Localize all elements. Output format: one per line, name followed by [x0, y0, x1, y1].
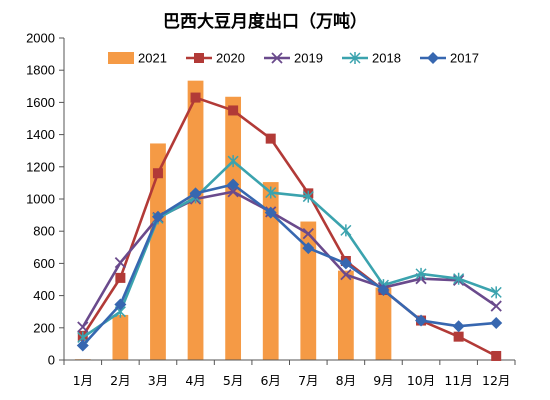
point-2017-3月	[151, 210, 164, 223]
y-tick-label-1200: 1200	[26, 159, 55, 174]
legend-item-2018: 2018	[342, 51, 401, 66]
legend-item-2021: 2021	[108, 51, 167, 66]
legend-label-2018: 2018	[372, 51, 401, 66]
point-2020-2月	[115, 272, 126, 283]
y-tick-label-800: 800	[33, 224, 55, 239]
bar-2021-7月	[300, 221, 317, 360]
point-2019-12月	[490, 300, 502, 312]
y-tick-label-200: 200	[33, 320, 55, 335]
y-tick-label-400: 400	[33, 288, 55, 303]
point-2020-6月	[265, 133, 276, 144]
y-tick-label-1400: 1400	[26, 127, 55, 142]
y-tick-label-2000: 2000	[26, 31, 55, 46]
x-tick-label-7月: 7月	[298, 373, 318, 388]
point-2019-8月	[340, 269, 352, 281]
point-2020-5月	[228, 105, 239, 116]
point-2017-6月	[264, 206, 277, 219]
x-tick-label-3月: 3月	[148, 373, 168, 388]
series-2017	[76, 178, 503, 352]
point-2017-11月	[452, 320, 465, 333]
axes-layer: 0 200 400 600 800 1000 1200 1400 1600 1800 2000 1月 2…	[26, 31, 516, 388]
point-2017-9月	[377, 283, 390, 296]
x-tick-label-12月: 12月	[482, 373, 510, 388]
point-2017-4月	[189, 187, 202, 200]
legend-label-2019: 2019	[294, 51, 323, 66]
point-2017-7月	[302, 242, 315, 255]
line-2019	[81, 190, 497, 328]
legend-marker-2017	[427, 52, 439, 64]
legend-item-2020: 2020	[186, 51, 245, 66]
chart-title: 巴西大豆月度出口（万吨）	[163, 11, 367, 32]
point-2018-6月	[265, 186, 277, 199]
y-tick-label-1000: 1000	[26, 192, 55, 207]
point-2019-2月	[114, 256, 127, 269]
bars-layer	[74, 80, 392, 361]
legend-label-2020: 2020	[216, 51, 245, 66]
point-2018-12月	[490, 286, 502, 299]
legend-label-2017: 2017	[450, 51, 479, 66]
point-2018-5月	[227, 155, 239, 168]
y-tick-label-0: 0	[48, 353, 55, 368]
x-tick-label-9月: 9月	[373, 373, 393, 388]
point-2017-1月	[76, 339, 89, 352]
y-tick-label-1600: 1600	[26, 95, 55, 110]
x-tick-label-8月: 8月	[336, 373, 356, 388]
legend-marker-2019	[271, 52, 283, 64]
legend-swatch-2021	[108, 52, 134, 64]
y-tick-label-1800: 1800	[26, 63, 55, 78]
x-tick-label-1月: 1月	[73, 373, 93, 388]
series-2018	[77, 155, 502, 344]
point-2018-10月	[415, 267, 427, 280]
bar-2021-4月	[187, 80, 204, 360]
point-2019-1月	[77, 321, 89, 333]
bar-2021-8月	[337, 270, 354, 360]
legend-marker-2020	[194, 53, 204, 63]
bar-2021-3月	[150, 143, 166, 360]
x-tick-label-4月: 4月	[185, 373, 205, 388]
x-tick-label-10月: 10月	[407, 373, 435, 388]
point-2017-12月	[490, 316, 503, 329]
legend: 2021 2020 2019 2018 2017	[108, 51, 479, 66]
point-2020-4月	[190, 92, 201, 103]
line-2020	[81, 96, 497, 358]
series-2020	[77, 92, 502, 361]
bar-2021-5月	[225, 96, 242, 360]
bar-2021-9月	[375, 287, 392, 360]
point-2018-8月	[340, 224, 352, 237]
point-2018-11月	[453, 272, 465, 285]
legend-label-2021: 2021	[138, 51, 167, 66]
point-2017-8月	[339, 257, 352, 270]
y-tick-label-600: 600	[33, 256, 55, 271]
legend-item-2019: 2019	[264, 51, 323, 66]
bar-2021-2月	[112, 314, 129, 360]
x-tick-label-5月: 5月	[223, 373, 243, 388]
point-2020-11月	[453, 331, 464, 342]
point-2017-10月	[415, 314, 428, 327]
x-tick-label-11月: 11月	[444, 373, 472, 388]
point-2017-2月	[114, 298, 127, 311]
point-2019-7月	[302, 227, 314, 240]
line-2017	[81, 183, 497, 347]
point-2018-7月	[302, 190, 314, 203]
point-2020-12月	[491, 350, 502, 361]
legend-marker-2018	[349, 52, 361, 64]
lines-layer	[76, 92, 503, 361]
point-2017-5月	[227, 178, 240, 191]
legend-item-2017: 2017	[420, 51, 479, 66]
x-tick-label-2月: 2月	[110, 373, 130, 388]
bar-2021-6月	[262, 182, 279, 360]
x-tick-label-6月: 6月	[260, 373, 280, 388]
point-2020-3月	[152, 168, 163, 179]
